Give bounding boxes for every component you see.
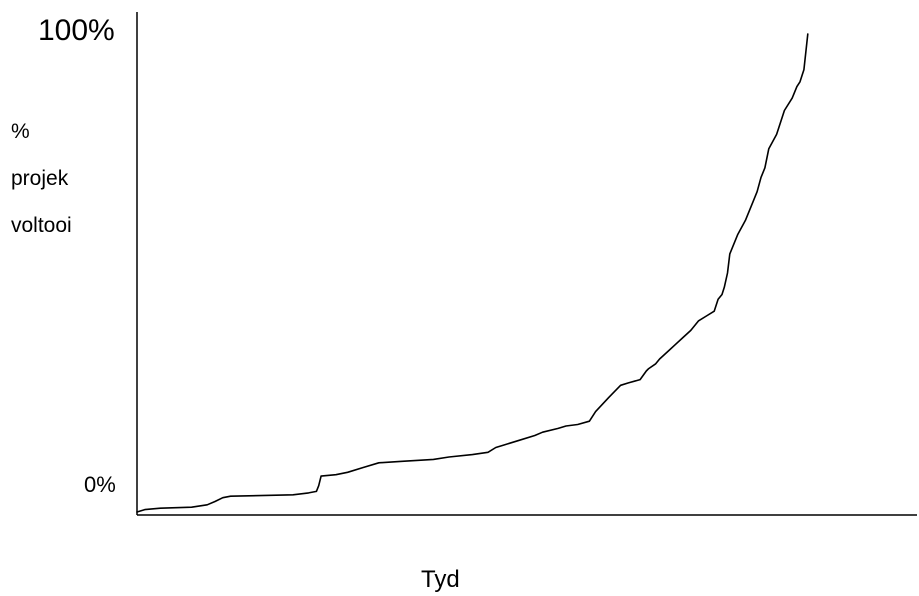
y-tick-label-top: 100% <box>38 14 115 47</box>
y-axis-label-line-3: voltooi <box>11 214 72 237</box>
x-axis-label: Tyd <box>421 566 460 593</box>
y-axis-label-line-2: projek <box>11 167 69 190</box>
y-axis-label-line-1: % <box>11 120 30 143</box>
progress-line <box>136 33 809 513</box>
y-tick-label-bottom: 0% <box>84 472 116 497</box>
y-axis-label: % projek voltooi <box>11 108 72 249</box>
